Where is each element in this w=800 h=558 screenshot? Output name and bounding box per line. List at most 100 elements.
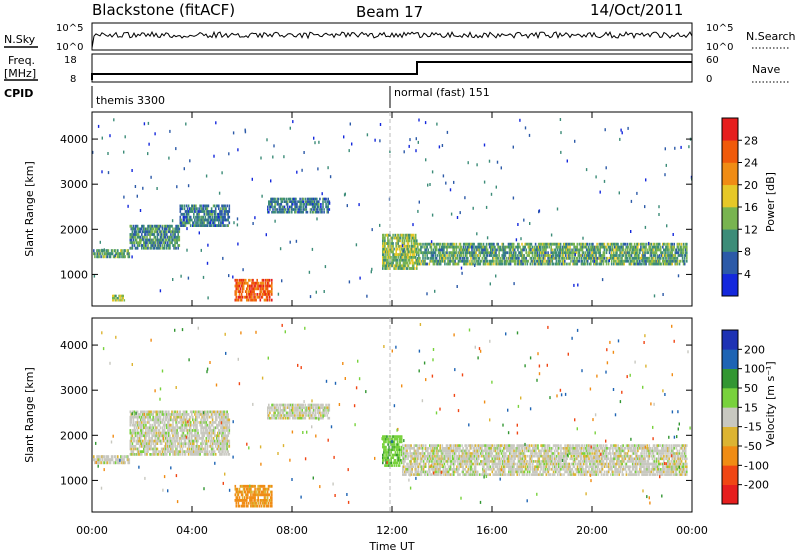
heatmap-cell-power-cells-1 <box>171 225 173 228</box>
heatmap-cell-vel-cells-2 <box>276 404 278 407</box>
heatmap-cell-vel-cells-1 <box>182 448 184 451</box>
heatmap-cell-power-cells-5 <box>255 299 257 302</box>
scatter-echo-power-cells <box>619 191 620 194</box>
scatter-echo-power-cells <box>460 211 461 214</box>
heatmap-cell-power-cells-6 <box>412 248 414 251</box>
heatmap-cell-power-cells-7 <box>642 249 644 252</box>
heatmap-cell-power-cells-3 <box>282 200 284 203</box>
heatmap-cell-power-cells-7 <box>523 249 525 252</box>
heatmap-cell-power-cells-7 <box>625 249 627 252</box>
heatmap-cell-power-cells-7 <box>592 243 594 246</box>
scatter-echo-power-cells <box>366 295 367 298</box>
heatmap-cell-vel-cells-0 <box>124 461 126 464</box>
heatmap-cell-power-cells-5 <box>267 287 269 290</box>
scatter-echo-power-cells <box>461 267 462 270</box>
heatmap-cell-vel-cells-1 <box>222 432 224 435</box>
heatmap-cell-power-cells-3 <box>318 200 320 203</box>
heatmap-cell-vel-cells-1 <box>226 429 228 432</box>
heatmap-cell-power-cells-5 <box>249 279 251 282</box>
heatmap-cell-power-cells-7 <box>496 249 498 252</box>
scatter-echo-power-cells <box>425 158 426 161</box>
heatmap-cell-vel-cells-1 <box>175 453 177 456</box>
scatter-echo-power-cells <box>252 178 253 181</box>
heatmap-cell-power-cells-3 <box>306 208 308 211</box>
heatmap-cell-power-cells-7 <box>596 263 598 266</box>
heatmap-cell-vel-cells-1 <box>159 437 161 440</box>
heatmap-cell-power-cells-7 <box>532 246 534 249</box>
heatmap-cell-power-cells-7 <box>604 254 606 257</box>
heatmap-cell-power-cells-3 <box>295 198 297 201</box>
heatmap-cell-vel-cells-1 <box>219 416 221 419</box>
heatmap-cell-vel-cells-1 <box>158 453 160 456</box>
scatter-echo-power-cells <box>156 187 157 190</box>
heatmap-cell-power-cells-7 <box>531 257 533 260</box>
heatmap-cell-power-cells-1 <box>174 233 176 236</box>
scatter-echo-power-cells <box>219 192 220 195</box>
heatmap-cell-power-cells-7 <box>454 249 456 252</box>
heatmap-cell-power-cells-7 <box>466 254 468 257</box>
heatmap-cell-power-cells-6 <box>399 248 401 251</box>
heatmap-cell-vel-cells-1 <box>229 429 231 432</box>
heatmap-cell-power-cells-7 <box>492 249 494 252</box>
heatmap-cell-power-cells-5 <box>251 293 253 296</box>
scatter-echo-power-cells <box>94 275 95 278</box>
heatmap-cell-power-cells-7 <box>569 263 571 266</box>
heatmap-cell-power-cells-7 <box>613 263 615 266</box>
heatmap-cell-vel-cells-3 <box>250 493 252 496</box>
heatmap-cell-power-cells-7 <box>668 249 670 252</box>
heatmap-cell-vel-cells-1 <box>166 434 168 437</box>
heatmap-cell-power-cells-7 <box>456 243 458 246</box>
heatmap-cell-power-cells-7 <box>637 249 639 252</box>
scatter-echo-power-cells <box>434 290 435 293</box>
heatmap-cell-power-cells-2 <box>220 207 222 210</box>
heatmap-cell-power-cells-2 <box>198 213 200 216</box>
scatter-echo-power-cells <box>313 137 314 140</box>
scatter-echo-power-cells <box>233 221 234 224</box>
heatmap-cell-power-cells-7 <box>671 243 673 246</box>
heatmap-cell-power-cells-7 <box>437 254 439 257</box>
scatter-echo-power-cells <box>530 248 531 251</box>
heatmap-cell-vel-cells-3 <box>261 505 263 508</box>
heatmap-cell-vel-cells-1 <box>137 419 139 422</box>
heatmap-cell-power-cells-6 <box>408 248 410 251</box>
scatter-echo-power-cells <box>169 130 170 133</box>
heatmap-cell-vel-cells-1 <box>199 411 201 414</box>
heatmap-cell-power-cells-2 <box>226 205 228 208</box>
heatmap-cell-power-cells-7 <box>541 254 543 257</box>
heatmap-cell-power-cells-7 <box>634 260 636 263</box>
heatmap-cell-vel-cells-0 <box>93 455 95 458</box>
heatmap-cell-vel-cells-2 <box>283 412 285 415</box>
heatmap-cell-power-cells-7 <box>673 246 675 249</box>
scatter-echo-power-cells <box>622 131 623 134</box>
heatmap-cell-vel-cells-1 <box>223 413 225 416</box>
heatmap-cell-power-cells-7 <box>471 249 473 252</box>
heatmap-cell-power-cells-7 <box>540 257 542 260</box>
heatmap-cell-power-cells-3 <box>287 206 289 209</box>
heatmap-cell-power-cells-7 <box>426 254 428 257</box>
scatter-echo-power-cells <box>322 192 323 195</box>
heatmap-cell-vel-cells-1 <box>196 437 198 440</box>
heatmap-cell-vel-cells-2 <box>292 409 294 412</box>
heatmap-cell-vel-cells-1 <box>172 424 174 427</box>
heatmap-cell-vel-cells-2 <box>319 409 321 412</box>
heatmap-cell-power-cells-7 <box>434 263 436 266</box>
heatmap-cell-vel-cells-1 <box>160 426 162 429</box>
heatmap-cell-power-cells-1 <box>152 239 154 242</box>
heatmap-cell-vel-cells-1 <box>180 448 182 451</box>
heatmap-cell-vel-cells-2 <box>268 404 270 407</box>
heatmap-cell-power-cells-5 <box>254 296 256 299</box>
heatmap-cell-vel-cells-1 <box>179 440 181 443</box>
heatmap-cell-power-cells-7 <box>485 263 487 266</box>
noise-tick-right-top: 10^5 <box>706 23 733 34</box>
heatmap-cell-power-cells-7 <box>671 251 673 254</box>
heatmap-cell-vel-cells-1 <box>174 445 176 448</box>
heatmap-cell-power-cells-7 <box>573 243 575 246</box>
heatmap-cell-vel-cells-1 <box>150 432 152 435</box>
heatmap-cell-power-cells-5 <box>263 279 265 282</box>
heatmap-cell-vel-cells-3 <box>251 499 253 502</box>
heatmap-cell-vel-cells-1 <box>193 426 195 429</box>
heatmap-cell-power-cells-3 <box>295 208 297 211</box>
heatmap-cell-power-cells-1 <box>135 228 137 231</box>
heatmap-cell-power-cells-5 <box>254 293 256 296</box>
heatmap-cell-vel-cells-1 <box>176 448 178 451</box>
